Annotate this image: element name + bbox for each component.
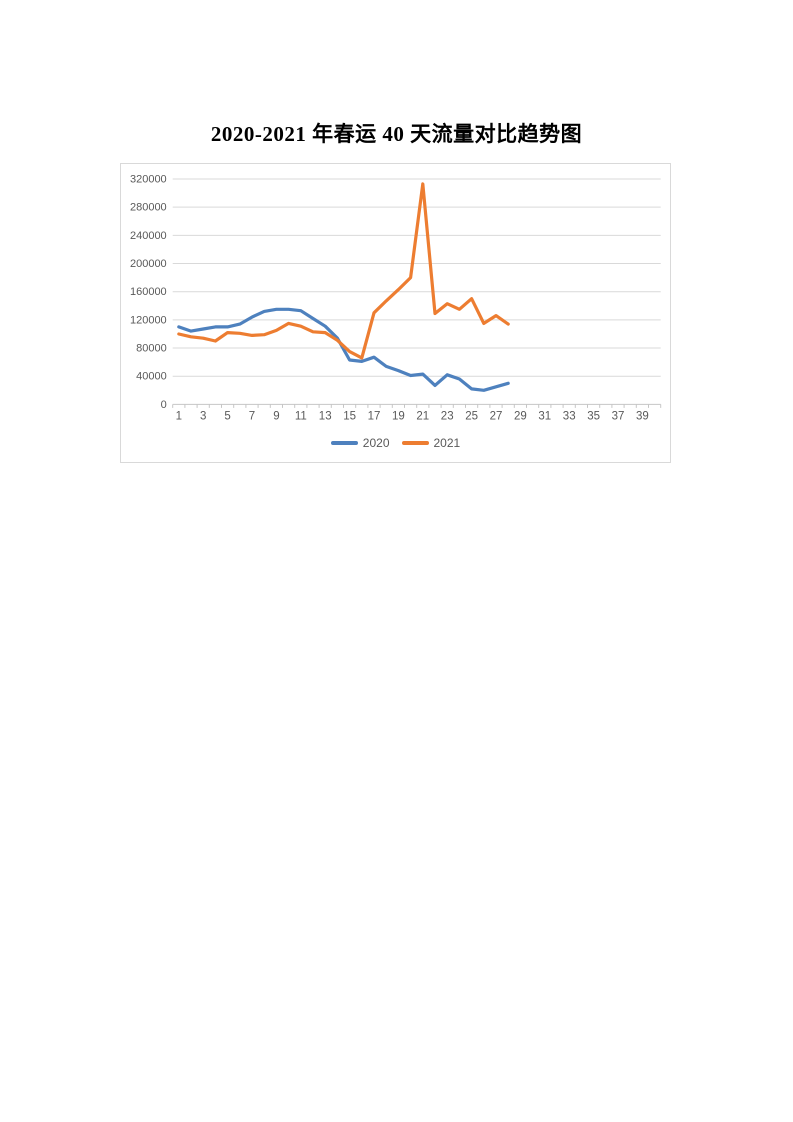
x-tick-label: 19 [392,410,405,422]
x-tick-label: 25 [465,410,478,422]
x-tick-label: 27 [490,410,503,422]
x-tick-label: 11 [295,410,307,422]
x-tick-label: 23 [441,410,454,422]
chart-legend: 2020 2021 [121,436,670,450]
legend-item-2021: 2021 [401,436,461,450]
series-line-2021 [177,182,510,360]
x-tick-label: 35 [587,410,600,422]
x-tick-label: 17 [368,410,381,422]
legend-label-2021: 2021 [433,436,461,450]
y-tick-label: 40000 [136,371,167,383]
chart-container: 0 40000 80000 120000 160000 200000 240000 28000… [120,163,671,463]
y-tick-label: 320000 [130,174,167,186]
x-tick-label: 31 [538,410,551,422]
legend-item-2020: 2020 [330,436,390,450]
legend-swatch-2021 [401,441,429,445]
x-tick-label: 29 [514,410,527,422]
chart-title: 2020-2021 年春运 40 天流量对比趋势图 [210,122,583,146]
x-tick-label: 15 [343,410,356,422]
x-tick-label: 5 [224,410,230,422]
x-tick-label: 7 [249,410,255,422]
y-tick-label: 200000 [130,258,167,270]
y-tick-label: 160000 [130,286,167,298]
x-tick-label: 39 [636,410,649,422]
x-tick-label: 21 [416,410,429,422]
y-tick-label: 0 [161,399,167,411]
x-tick-label: 3 [200,410,206,422]
legend-swatch-2020 [330,441,358,445]
y-tick-label: 240000 [130,230,167,242]
x-tick-label: 33 [563,410,576,422]
x-tick-label: 9 [273,410,279,422]
y-tick-label: 80000 [136,343,167,355]
y-tick-label: 280000 [130,202,167,214]
x-tick-label: 1 [176,410,182,422]
series-line-2020 [177,307,510,392]
x-tick-label: 13 [319,410,332,422]
line-chart-svg: 0 40000 80000 120000 160000 200000 240000 28000… [130,174,662,422]
x-tick-label: 37 [612,410,625,422]
y-tick-label: 120000 [130,314,167,326]
legend-label-2020: 2020 [362,436,390,450]
